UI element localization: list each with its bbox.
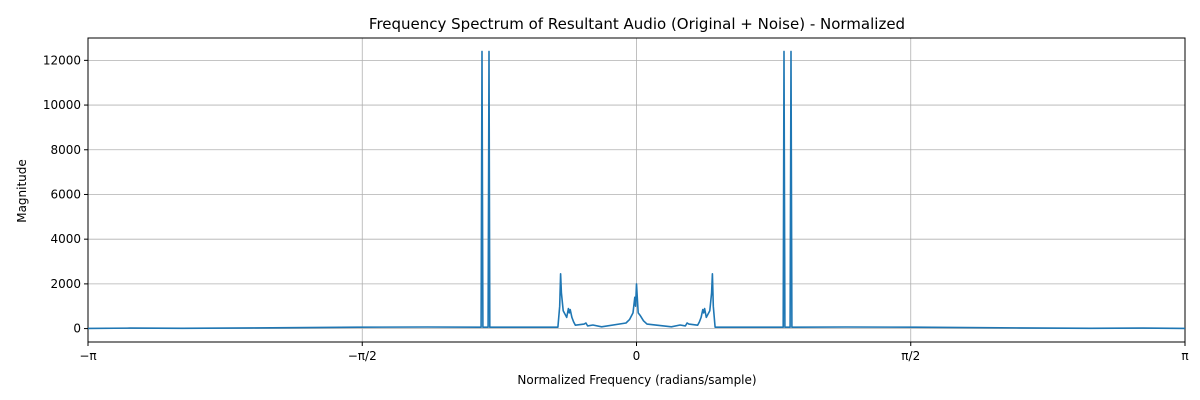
y-tick-label: 0 [73, 322, 81, 336]
series-layer [87, 50, 1186, 330]
y-tick-label: 8000 [50, 143, 81, 157]
y-tick-label: 10000 [43, 98, 81, 112]
x-axis-label: Normalized Frequency (radians/sample) [517, 373, 756, 387]
x-tick-label: π/2 [901, 349, 920, 363]
chart-title: Frequency Spectrum of Resultant Audio (O… [369, 15, 905, 33]
x-tick-label: −π/2 [348, 349, 377, 363]
x-tick-label: −π [79, 349, 96, 363]
y-tick-label: 4000 [50, 232, 81, 246]
y-tick-label: 12000 [43, 53, 81, 67]
y-tick-label: 2000 [50, 277, 81, 291]
grid [87, 38, 1186, 342]
y-axis-label: Magnitude [15, 159, 29, 223]
x-tick-label: 0 [633, 349, 641, 363]
y-tick-label: 6000 [50, 187, 81, 201]
x-axis-ticks: −π −π/2 0 π/2 π [79, 342, 1189, 363]
x-tick-label: π [1181, 349, 1188, 363]
y-axis-ticks: 0 2000 4000 6000 8000 10000 12000 [43, 53, 88, 336]
spectrum-line [87, 50, 1186, 330]
